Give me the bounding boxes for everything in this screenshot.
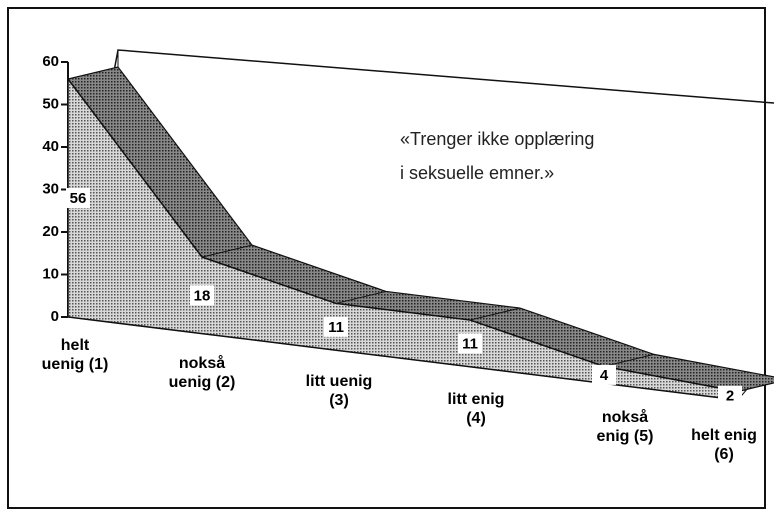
value-label-box (324, 316, 348, 337)
y-tick-label: 10 (42, 265, 59, 282)
y-tick-label: 20 (42, 223, 59, 240)
plot: 0 10 20 30 40 50 60 56 18 11 11 4 2 (42, 49, 774, 406)
x-tick-label: litt enig (4) (447, 391, 505, 427)
value-label: 11 (462, 335, 478, 352)
y-tick-label: 50 (42, 95, 59, 112)
value-label-box (190, 285, 214, 306)
value-label-box (592, 364, 616, 385)
value-label: 2 (726, 388, 734, 405)
y-tick-label: 0 (51, 308, 59, 325)
depth-edge (201, 244, 253, 258)
value-label: 18 (194, 287, 211, 304)
x-tick-label: helt enig (6) (691, 427, 757, 463)
y-tick-label: 40 (42, 138, 59, 155)
annotation: «Trenger ikke opplæring i seksuelle emne… (400, 129, 595, 183)
depth-edge (335, 290, 387, 304)
x-tick-label: nokså uenig (2) (168, 355, 236, 391)
value-label: 4 (600, 367, 609, 384)
x-tick-label: nokså enig (5) (596, 409, 654, 445)
value-label-box (66, 188, 90, 208)
frame (7, 7, 766, 509)
value-label: 11 (328, 319, 344, 336)
value-label-box (458, 333, 482, 354)
y-tick-label: 30 (42, 180, 59, 197)
depth-edge (603, 353, 655, 367)
x-tick-label: litt uenig (3) (305, 373, 373, 409)
depth-edge (469, 307, 521, 321)
y-tick-label: 60 (42, 53, 59, 70)
value-label: 56 (70, 190, 87, 207)
value-label-box (718, 385, 742, 406)
x-tick-label: helt uenig (1) (41, 337, 109, 373)
